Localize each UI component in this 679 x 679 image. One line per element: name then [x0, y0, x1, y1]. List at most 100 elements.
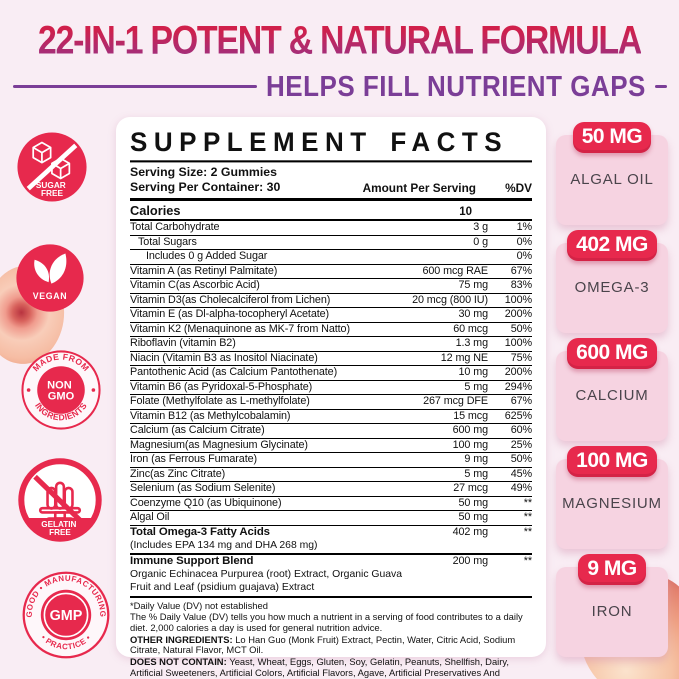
- dosage-label: MAGNESIUM: [562, 495, 662, 512]
- nutrient-dv: 49%: [510, 482, 532, 495]
- dosage-card: 50 MG ALGAL OIL: [556, 122, 668, 225]
- nutrient-dv: 1%: [516, 221, 533, 234]
- facts-rows: Total Carbohydrate 3 g 1% Total Sugars 0 g 0%…: [130, 221, 532, 598]
- gelatin-free-badge: GELATIN FREE: [17, 457, 103, 543]
- nutrient-name: Zinc(as Zinc Citrate): [130, 468, 226, 480]
- badge-label: VEGAN: [33, 291, 68, 301]
- svg-text:SUGAR FREE: SUGAR FREE: [36, 181, 68, 198]
- subtitle-row: HELPS FILL NUTRIENT GAPS: [13, 69, 667, 103]
- table-row: Riboflavin (vitamin B2) 1.3 mg 100%: [130, 337, 532, 352]
- nutrient-name: Includes 0 g Added Sugar: [146, 251, 268, 263]
- nutrient-dv: 0%: [516, 250, 533, 263]
- nutrient-subtext: Organic Echinacea Purpurea (root) Extrac…: [130, 569, 403, 581]
- serving-size: Serving Size: 2 Gummies: [130, 165, 277, 179]
- non-gmo-icon: MADE FROM INGREDIENTS NON GMO: [21, 350, 101, 430]
- nutrient-amount: 100 mg: [452, 438, 489, 451]
- footnote: DOES NOT CONTAIN: Yeast, Wheat, Eggs, Gl…: [130, 656, 509, 679]
- table-row: Total Sugars 0 g 0%: [130, 236, 532, 251]
- nutrient-amount: 50 mg: [458, 511, 488, 524]
- badge-label: GELATIN: [41, 520, 76, 529]
- nutrient-dv: 67%: [510, 395, 532, 408]
- nutrient-dv: 60%: [510, 424, 532, 437]
- table-row: Algal Oil 50 mg **: [130, 511, 532, 526]
- nutrient-dv: 100%: [504, 293, 532, 306]
- nutrient-dv: 50%: [510, 453, 532, 466]
- nutrient-amount: 1.3 mg: [455, 337, 489, 350]
- nutrient-dv: **: [523, 511, 532, 524]
- nutrient-amount: 27 mcg: [453, 482, 488, 495]
- dosage-amount-pill: 600 MG: [567, 338, 657, 369]
- nutrient-name: Vitamin K2 (Menaquinone as MK-7 from Nat…: [130, 323, 350, 335]
- badge-label: FREE: [49, 528, 71, 537]
- page-title: 22-IN-1 POTENT & NATURAL FORMULA: [37, 18, 642, 63]
- table-row: Vitamin C(as Ascorbic Acid) 75 mg 83%: [130, 279, 532, 294]
- footnote: The % Daily Value (DV) tells you how muc…: [130, 611, 523, 633]
- nutrient-dv: 200%: [504, 308, 532, 321]
- nutrient-name: Algal Oil: [130, 512, 170, 524]
- nutrient-dv: 25%: [510, 438, 532, 451]
- footnote: OTHER INGREDIENTS: Lo Han Guo (Monk Frui…: [130, 633, 516, 656]
- nutrient-name: Coenzyme Q10 (as Ubiquinone): [130, 497, 282, 509]
- nutrient-dv: 75%: [510, 351, 532, 364]
- nutrient-subtext: (Includes EPA 134 mg and DHA 268 mg): [130, 539, 318, 551]
- dosage-card: 600 MG CALCIUM: [556, 338, 668, 441]
- table-row: Coenzyme Q10 (as Ubiquinone) 50 mg **: [130, 497, 532, 512]
- nutrient-name: Vitamin A (as Retinyl Palmitate): [130, 265, 278, 277]
- table-row: Niacin (Vitamin B3 as Inositol Niacinate…: [130, 352, 532, 367]
- table-row: Immune Support Blend 200 mg ** Organic Echi…: [130, 555, 532, 598]
- gmp-badge: GOOD • MANUFACTURING • PRACTICE • GMP: [21, 570, 111, 660]
- dosage-amount-pill: 100 MG: [567, 446, 657, 477]
- page-subtitle: HELPS FILL NUTRIENT GAPS: [266, 69, 646, 103]
- table-row: Calcium (as Calcium Citrate) 600 mg 60%: [130, 424, 532, 439]
- nutrient-dv: **: [523, 496, 532, 509]
- table-row: Total Carbohydrate 3 g 1%: [130, 221, 532, 236]
- dosage-label: ALGAL OIL: [570, 171, 654, 188]
- table-row: Total Omega-3 Fatty Acids 402 mg ** (Includ…: [130, 525, 532, 556]
- nutrient-name: Niacin (Vitamin B3 as Inositol Niacinate…: [130, 352, 318, 364]
- dosage-cards: 50 MG ALGAL OIL 402 MG OMEGA-3 600 MG CALCIUM…: [547, 122, 677, 657]
- serving-header: Serving Size: 2 Gummies Serving Per Cont…: [130, 161, 532, 198]
- nutrient-subtext: Fruit and Leaf (psidium guajava) Extract: [130, 582, 315, 594]
- nutrient-name: Immune Support Blend: [130, 556, 254, 568]
- nutrient-name: Folate (Methylfolate as L-methylfolate): [130, 396, 310, 408]
- dosage-card: 100 MG MAGNESIUM: [556, 446, 668, 549]
- non-gmo-badge: MADE FROM INGREDIENTS NON GMO: [20, 349, 102, 431]
- dosage-amount-pill: 402 MG: [567, 230, 657, 261]
- nutrient-amount: 9 mg: [464, 453, 488, 466]
- nutrient-amount: 5 mg: [464, 467, 488, 480]
- table-row: Vitamin B6 (as Pyridoxal-5-Phosphate) 5 m…: [130, 381, 532, 396]
- calories-label: Calories: [130, 202, 181, 218]
- dosage-card: 9 MG IRON: [556, 554, 668, 657]
- nutrient-name: Vitamin C(as Ascorbic Acid): [130, 280, 260, 292]
- nutrient-name: Riboflavin (vitamin B2): [130, 338, 236, 350]
- supplement-facts-panel: SUPPLEMENT FACTS Serving Size: 2 Gummies…: [116, 117, 546, 679]
- gmp-icon: GOOD • MANUFACTURING • PRACTICE • GMP: [22, 571, 110, 659]
- nutrient-amount: 267 mcg DFE: [423, 395, 488, 408]
- divider-line: [654, 85, 667, 88]
- nutrient-name: Calcium (as Calcium Citrate): [130, 425, 265, 437]
- nutrient-amount: 600 mg: [452, 424, 489, 437]
- svg-text:NON GMO: NON GMO: [47, 379, 75, 402]
- dosage-card: 402 MG OMEGA-3: [556, 230, 668, 333]
- badge-label: SUGAR: [36, 181, 66, 190]
- nutrient-dv: 45%: [510, 467, 532, 480]
- vegan-badge: VEGAN: [15, 243, 85, 313]
- facts-title: SUPPLEMENT FACTS: [130, 126, 532, 163]
- dosage-amount-pill: 9 MG: [578, 554, 646, 585]
- nutrient-dv: 67%: [510, 264, 532, 277]
- nutrient-name: Vitamin B12 (as Methylcobalamin): [130, 410, 291, 422]
- nutrient-name: Pantothenic Acid (as Calcium Pantothenat…: [130, 367, 338, 379]
- table-row: Selenium (as Sodium Selenite) 27 mcg 49%: [130, 482, 532, 497]
- badge-label: GMO: [48, 390, 75, 402]
- table-row: Vitamin E (as Dl-alpha-tocopheryl Acetat…: [130, 308, 532, 323]
- nutrient-dv: 625%: [504, 409, 532, 422]
- table-row: Folate (Methylfolate as L-methylfolate) 2…: [130, 395, 532, 410]
- table-row: Vitamin A (as Retinyl Palmitate) 600 mcg …: [130, 265, 532, 280]
- gelatin-free-icon: GELATIN FREE: [18, 458, 102, 542]
- nutrient-amount: 75 mg: [458, 279, 488, 292]
- dosage-label: OMEGA-3: [574, 279, 650, 296]
- nutrient-dv: **: [523, 525, 532, 538]
- nutrient-name: Total Carbohydrate: [130, 222, 220, 234]
- nutrient-amount: 30 mg: [458, 308, 488, 321]
